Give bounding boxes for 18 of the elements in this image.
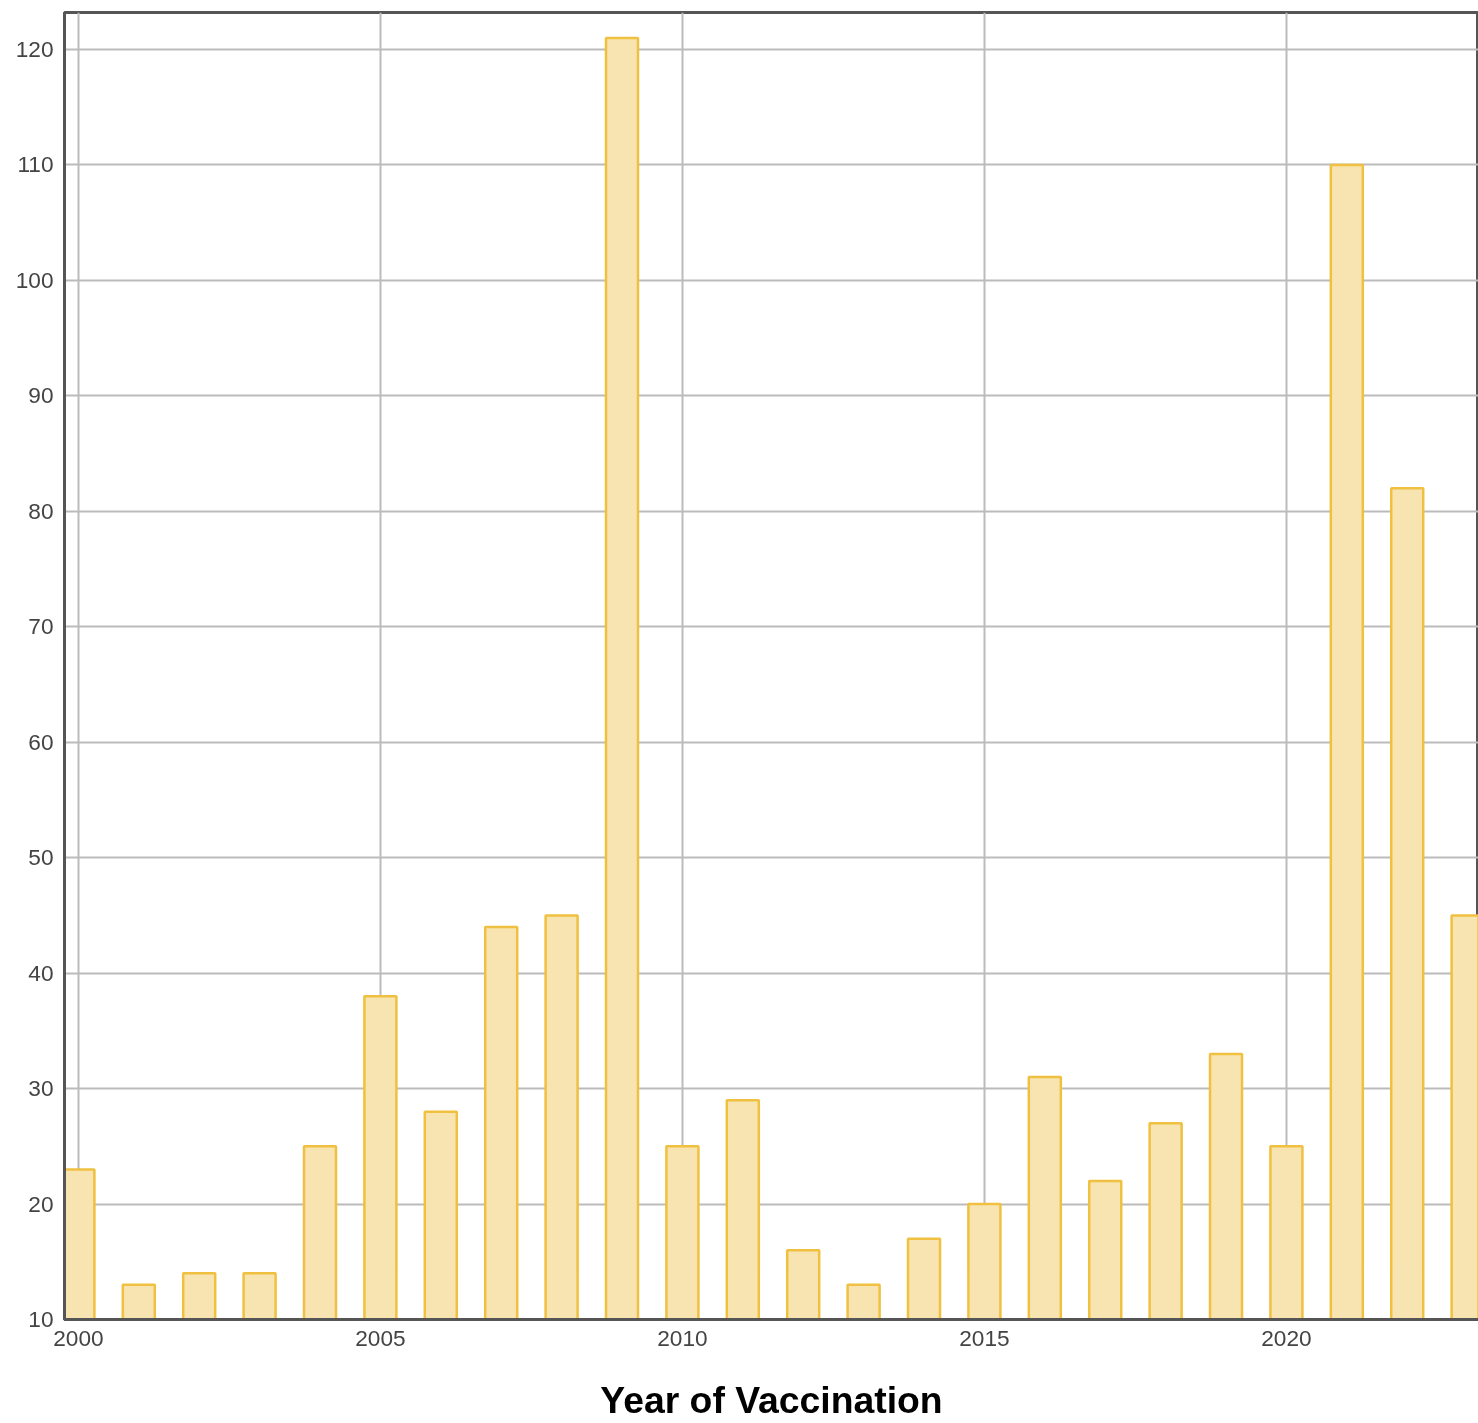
y-tick-label: 60: [28, 728, 54, 755]
y-tick-label: 30: [28, 1075, 54, 1102]
y-tick-label: 80: [28, 497, 54, 524]
y-tick-label: 120: [15, 35, 54, 62]
x-tick-label: 2015: [959, 1324, 1010, 1351]
y-tick-label: 90: [28, 382, 54, 409]
x-tick-label: 2000: [53, 1324, 104, 1351]
y-tick-label: 10: [28, 1306, 54, 1332]
y-tick-label: 50: [28, 844, 54, 871]
x-tick-label: 2020: [1261, 1324, 1312, 1351]
y-tick-label: 100: [15, 266, 54, 293]
y-tick-label: 70: [28, 613, 54, 640]
x-axis-title: Year of Vaccination: [600, 1378, 943, 1421]
y-tick-label: 40: [28, 959, 54, 986]
x-tick-label: 2005: [355, 1324, 406, 1351]
y-tick-label: 110: [17, 151, 54, 178]
x-tick-label: 2010: [657, 1324, 708, 1351]
y-tick-label: 20: [28, 1190, 54, 1217]
